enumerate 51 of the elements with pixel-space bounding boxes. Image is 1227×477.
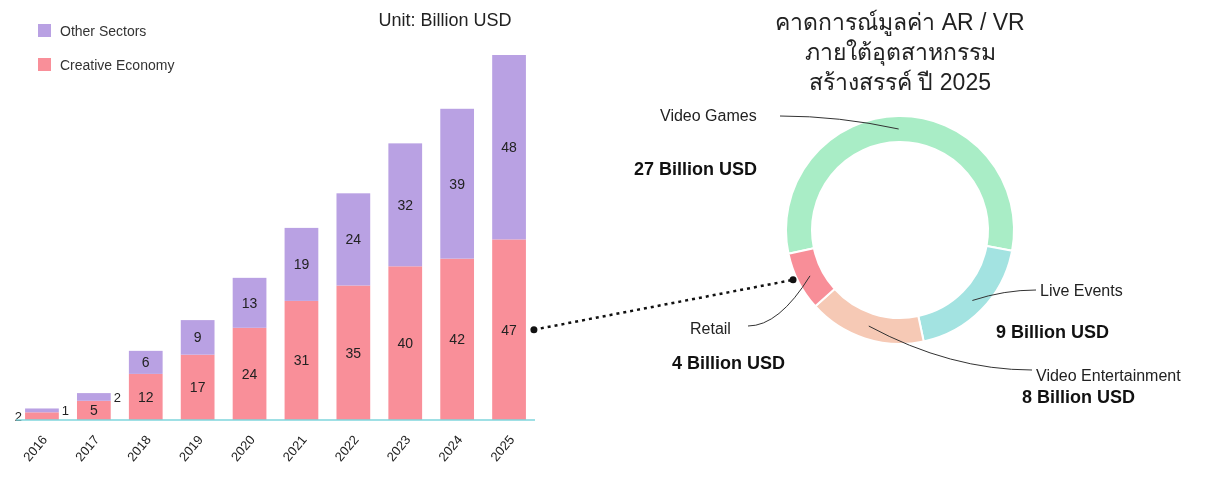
bar [76,393,111,401]
bar [180,320,215,355]
data-label: 47 [501,321,518,338]
data-label: 8 Billion USD [1022,387,1136,407]
data-label: 32 [397,196,414,213]
data-label: 13 [241,294,258,311]
chart-title: คาดการณ์มูลค่า AR / VR ภายใต้อุตสาหกรรม สร้างสรรค์ ปี 2025 [775,9,1025,95]
slice-label: Live Events [1040,282,1123,299]
data-label: 19 [293,256,310,273]
data-label: 2 [14,409,23,425]
bar [25,408,59,413]
bar [180,354,215,420]
legend-label: Creative Economy [60,57,175,73]
bar [492,239,526,420]
bar [440,108,475,259]
bar [388,266,423,420]
data-label: 17 [189,379,206,396]
data-label: 40 [397,335,414,352]
data-label: 31 [293,352,310,369]
legend-label: Other Sectors [60,23,147,39]
bar [336,193,371,286]
bar [492,55,526,240]
data-label: 24 [241,365,258,382]
bar [336,285,371,420]
data-label: 9 Billion USD [996,322,1110,342]
data-label: 24 [345,231,362,248]
data-label: 6 [141,354,150,371]
bar [128,350,163,374]
bar [232,327,267,420]
text: Unit: Billion USD [378,10,512,30]
bar [284,227,319,301]
slice-label: Retail [690,320,731,337]
data-label: 39 [449,175,466,192]
data-label: 5 [89,402,98,419]
bar [284,300,319,420]
data-label: 27 Billion USD [634,159,758,179]
data-label: 9 [193,329,202,346]
slice-label: Video Games [660,107,757,124]
data-label: 12 [137,388,154,405]
slice-label: Video Entertainment [1036,367,1182,384]
bar [25,412,59,420]
data-label: 2 [113,389,121,405]
data-label: 42 [449,331,466,348]
bar [440,258,475,420]
bar [388,143,423,267]
data-label: 48 [501,139,518,156]
bar [232,277,267,328]
data-label: 1 [61,403,70,419]
data-label: 4 Billion USD [672,353,786,373]
data-label: 35 [345,344,362,361]
bar [128,373,163,420]
